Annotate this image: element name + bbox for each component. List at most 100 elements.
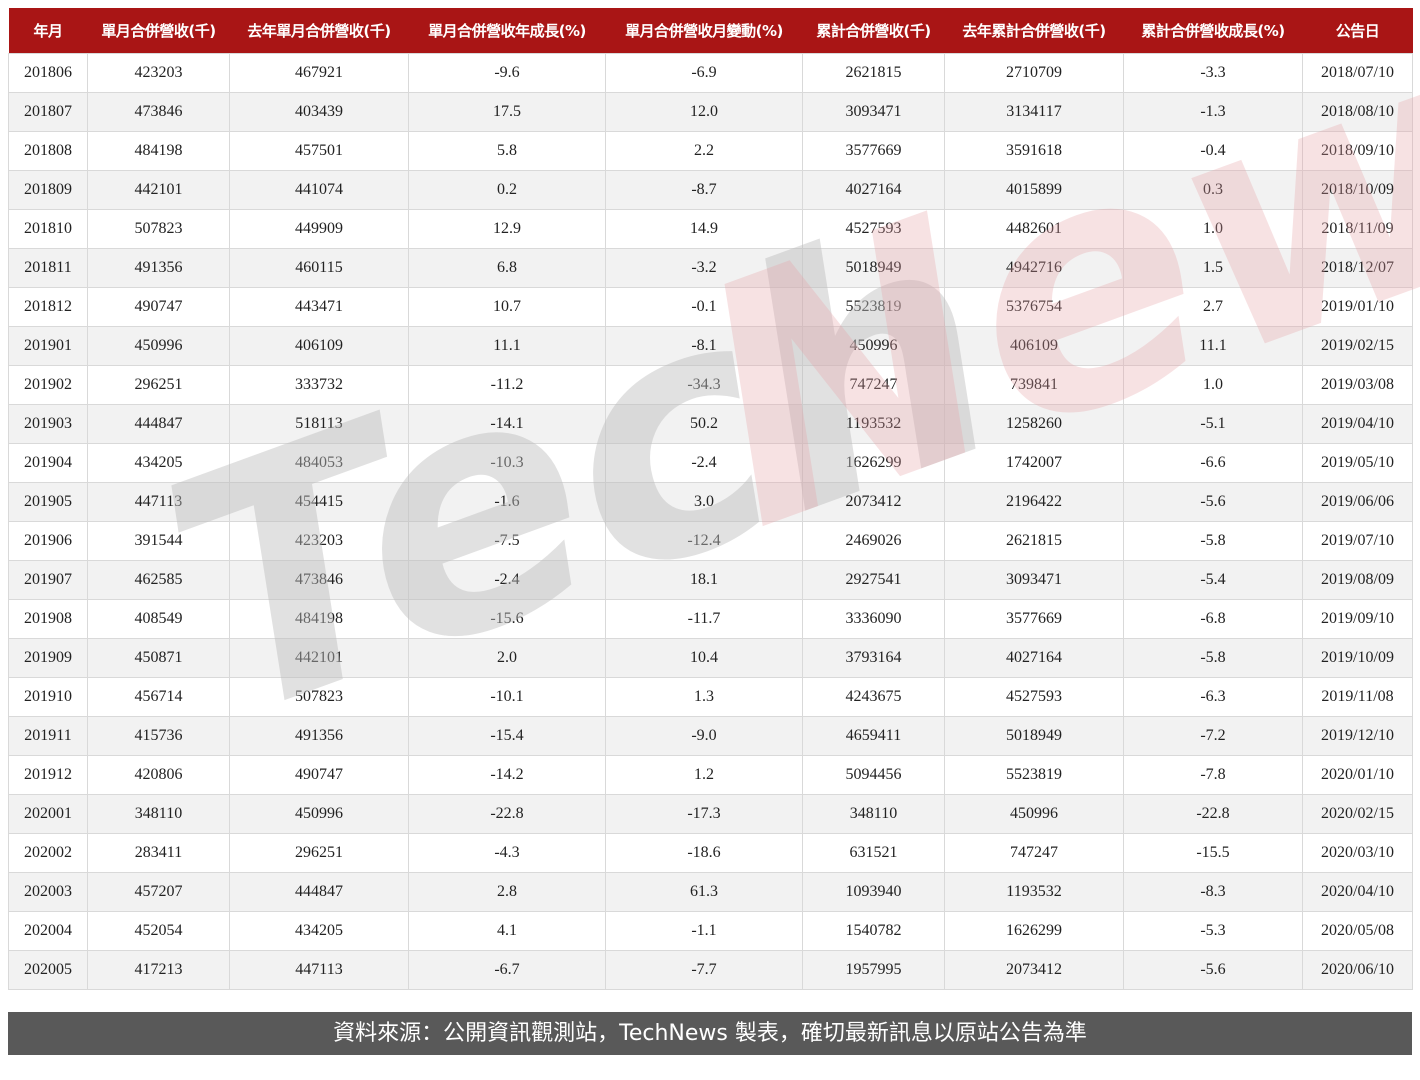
- table-cell: -1.3: [1123, 92, 1303, 132]
- table-cell: 11.1: [408, 326, 606, 366]
- table-cell: 484198: [229, 599, 409, 639]
- table-cell: -0.4: [1123, 131, 1303, 171]
- table-cell: 2019/07/10: [1302, 521, 1413, 561]
- table-cell: 507823: [229, 677, 409, 717]
- table-cell: 1.2: [605, 755, 803, 795]
- table-cell: 4527593: [802, 209, 945, 249]
- table-cell: 423203: [87, 53, 230, 93]
- table-cell: -7.2: [1123, 716, 1303, 756]
- table-row: 201909 450871 442101 2.0 10.4 3793164 4027164-…: [8, 638, 1413, 678]
- table-cell: -11.7: [605, 599, 803, 639]
- column-header: 年月: [8, 8, 88, 54]
- table-cell: 296251: [87, 365, 230, 405]
- table-row: 201903 444847 518113 -14.1 50.2 1193532 125826…: [8, 404, 1413, 444]
- table-cell: 201908: [8, 599, 88, 639]
- table-cell: 420806: [87, 755, 230, 795]
- table-cell: 202002: [8, 833, 88, 873]
- table-cell: 450996: [944, 794, 1124, 834]
- table-cell: 408549: [87, 599, 230, 639]
- table-row: 201901 450996 406109 11.1 -8.1 450996 406109 11…: [8, 326, 1413, 366]
- table-row: 201808 484198 457501 5.8 2.2 3577669 3591618 -0…: [8, 131, 1413, 171]
- table-cell: -5.1: [1123, 404, 1303, 444]
- table-cell: 1.0: [1123, 209, 1303, 249]
- table-cell: -15.4: [408, 716, 606, 756]
- table-cell: -11.2: [408, 365, 606, 405]
- table-cell: 201909: [8, 638, 88, 678]
- table-cell: 12.0: [605, 92, 803, 132]
- table-cell: 4027164: [944, 638, 1124, 678]
- table-cell: -12.4: [605, 521, 803, 561]
- table-row: 201811 491356 460115 6.8 -3.2 5018949 4942716 1…: [8, 248, 1413, 288]
- table-cell: 2018/12/07: [1302, 248, 1413, 288]
- table-cell: 484198: [87, 131, 230, 171]
- table-cell: -5.8: [1123, 638, 1303, 678]
- table-cell: 403439: [229, 92, 409, 132]
- table-cell: -7.5: [408, 521, 606, 561]
- table-cell: 5.8: [408, 131, 606, 171]
- table-cell: -6.9: [605, 53, 803, 93]
- table-cell: 1.0: [1123, 365, 1303, 405]
- table-cell: 1093940: [802, 872, 945, 912]
- table-cell: 2018/08/10: [1302, 92, 1413, 132]
- table-cell: 5018949: [944, 716, 1124, 756]
- table-cell: 2020/04/10: [1302, 872, 1413, 912]
- table-cell: -3.2: [605, 248, 803, 288]
- table-cell: 4659411: [802, 716, 945, 756]
- table-cell: 484053: [229, 443, 409, 483]
- table-row: 201905 447113 454415 -1.6 3.0 2073412 2196422-…: [8, 482, 1413, 522]
- table-cell: 50.2: [605, 404, 803, 444]
- table-cell: 348110: [87, 794, 230, 834]
- table-cell: -14.1: [408, 404, 606, 444]
- table-cell: -5.6: [1123, 482, 1303, 522]
- table-cell: 444847: [87, 404, 230, 444]
- table-cell: 507823: [87, 209, 230, 249]
- table-cell: 434205: [87, 443, 230, 483]
- column-header: 累計合併營收成長(%): [1123, 8, 1303, 54]
- table-cell: -18.6: [605, 833, 803, 873]
- table-cell: 10.4: [605, 638, 803, 678]
- column-header: 單月合併營收年成長(%): [408, 8, 606, 54]
- table-cell: 61.3: [605, 872, 803, 912]
- table-cell: -6.7: [408, 950, 606, 990]
- table-cell: 2196422: [944, 482, 1124, 522]
- table-cell: 3336090: [802, 599, 945, 639]
- table-cell: 391544: [87, 521, 230, 561]
- table-cell: 442101: [229, 638, 409, 678]
- table-cell: 3577669: [802, 131, 945, 171]
- table-row: 201809 442101 441074 0.2 -8.7 4027164 4015899 0…: [8, 170, 1413, 210]
- table-cell: 2.0: [408, 638, 606, 678]
- table-cell: 2019/08/09: [1302, 560, 1413, 600]
- table-cell: -15.6: [408, 599, 606, 639]
- column-header: 去年累計合併營收(千): [944, 8, 1124, 54]
- table-cell: 462585: [87, 560, 230, 600]
- table-cell: 441074: [229, 170, 409, 210]
- table-cell: 2.7: [1123, 287, 1303, 327]
- table-cell: 490747: [229, 755, 409, 795]
- table-cell: 747247: [802, 365, 945, 405]
- table-cell: 467921: [229, 53, 409, 93]
- table-cell: 2019/12/10: [1302, 716, 1413, 756]
- table-cell: 2469026: [802, 521, 945, 561]
- table-cell: -7.8: [1123, 755, 1303, 795]
- table-cell: 423203: [229, 521, 409, 561]
- table-cell: -22.8: [408, 794, 606, 834]
- table-cell: 473846: [229, 560, 409, 600]
- column-header: 單月合併營收(千): [87, 8, 230, 54]
- table-row: 201908 408549 484198 -15.6 -11.7 3336090 35776…: [8, 599, 1413, 639]
- table-header-row: 年月 單月合併營收(千) 去年單月合併營收(千) 單月合併營收年成長(%) 單月合併營收…: [8, 8, 1413, 54]
- table-cell: 4243675: [802, 677, 945, 717]
- table-cell: 4.1: [408, 911, 606, 951]
- table-cell: -1.6: [408, 482, 606, 522]
- table-cell: 17.5: [408, 92, 606, 132]
- table-cell: 2019/01/10: [1302, 287, 1413, 327]
- table-cell: 406109: [944, 326, 1124, 366]
- table-row: 202001 348110 450996 -22.8 -17.3 348110 450996…: [8, 794, 1413, 834]
- table-cell: 450996: [802, 326, 945, 366]
- table-row: 201911 415736 491356 -15.4 -9.0 4659411 501894…: [8, 716, 1413, 756]
- table-row: 201812 490747 443471 10.7 -0.1 5523819 5376754…: [8, 287, 1413, 327]
- table-cell: -2.4: [605, 443, 803, 483]
- table-row: 201904 434205 484053 -10.3 -2.4 1626299 174200…: [8, 443, 1413, 483]
- table-cell: 1626299: [944, 911, 1124, 951]
- table-cell: 201905: [8, 482, 88, 522]
- table-cell: -8.3: [1123, 872, 1303, 912]
